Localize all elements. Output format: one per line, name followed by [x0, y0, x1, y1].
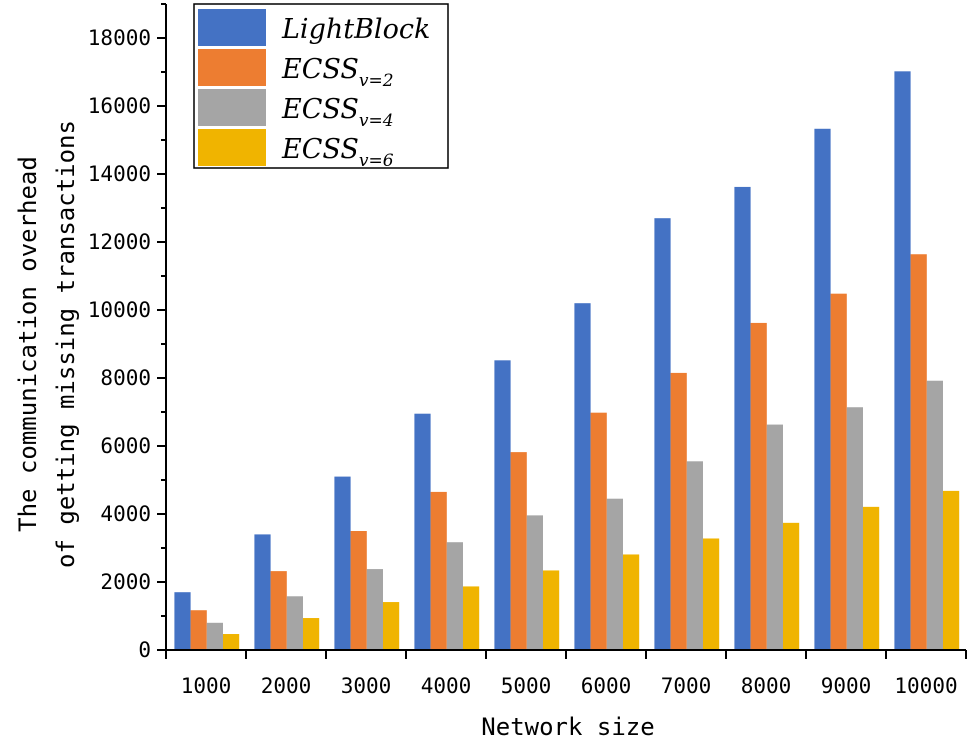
bar-lightblock-9000	[814, 128, 831, 650]
bar-lightblock-8000	[734, 186, 751, 651]
bar-lightblock-1000	[174, 592, 191, 650]
bar-ecss-v6-2000	[303, 618, 320, 650]
y-tick-label-6000: 6000	[100, 434, 151, 458]
x-tick-label-6000: 6000	[581, 674, 632, 698]
bar-ecss-v4-4000	[446, 542, 463, 650]
bar-ecss-v4-1000	[206, 622, 223, 650]
axes-group: 0 2000 4000 6000 8000 10000 12000 14000 16000 180…	[88, 3, 967, 698]
bar-ecss-v2-3000	[350, 531, 367, 650]
bar-ecss-v6-10000	[943, 490, 960, 650]
legend-swatch-2	[198, 49, 266, 86]
y-axis-title-line-1: The communication overhead	[14, 156, 42, 532]
bar-lightblock-6000	[574, 303, 591, 650]
bar-ecss-v6-4000	[463, 586, 480, 650]
bar-ecss-v2-6000	[590, 412, 607, 650]
legend-swatch-1	[198, 9, 266, 46]
bar-ecss-v6-3000	[383, 602, 400, 650]
bar-ecss-v2-1000	[190, 610, 207, 650]
legend-swatch-3	[198, 89, 266, 126]
bar-lightblock-3000	[334, 476, 351, 650]
x-tick-label-10000: 10000	[894, 674, 957, 698]
bar-ecss-v2-7000	[670, 372, 687, 650]
x-tick-label-4000: 4000	[421, 674, 472, 698]
bar-ecss-v4-6000	[606, 498, 623, 650]
bar-ecss-v6-1000	[223, 634, 240, 650]
bar-ecss-v6-5000	[543, 570, 560, 650]
x-tick-label-8000: 8000	[741, 674, 792, 698]
bar-ecss-v2-4000	[430, 491, 447, 650]
y-tick-label-12000: 12000	[88, 230, 151, 254]
y-tick-label-2000: 2000	[100, 570, 151, 594]
bar-lightblock-4000	[414, 413, 431, 650]
x-tick-label-2000: 2000	[261, 674, 312, 698]
legend-swatch-4	[198, 129, 266, 166]
bar-ecss-v4-10000	[926, 380, 943, 650]
y-tick-label-8000: 8000	[100, 366, 151, 390]
y-axis-title-line-2: of getting missing transactions	[52, 120, 80, 568]
bar-ecss-v2-10000	[910, 254, 927, 651]
x-tick-label-1000: 1000	[181, 674, 232, 698]
legend-label-3: ECSSv=4	[281, 94, 394, 131]
bar-ecss-v2-2000	[270, 571, 287, 650]
bar-ecss-v2-5000	[510, 452, 527, 650]
bar-lightblock-10000	[894, 71, 911, 650]
bar-ecss-v6-8000	[783, 522, 800, 650]
y-tick-label-18000: 18000	[88, 26, 151, 50]
bar-ecss-v2-9000	[830, 293, 847, 650]
bar-ecss-v4-9000	[846, 407, 863, 650]
bars-group	[174, 71, 960, 651]
x-tick-label-5000: 5000	[501, 674, 552, 698]
bar-ecss-v6-6000	[623, 554, 640, 650]
bar-ecss-v4-7000	[686, 461, 703, 650]
x-tick-label-7000: 7000	[661, 674, 712, 698]
bar-ecss-v4-8000	[766, 424, 783, 650]
bar-lightblock-7000	[654, 218, 671, 650]
y-axis-title: The communication overhead of getting mi…	[14, 120, 80, 568]
x-tick-label-9000: 9000	[821, 674, 872, 698]
legend-label-1: LightBlock	[281, 14, 430, 45]
y-tick-label-10000: 10000	[88, 298, 151, 322]
y-tick-label-16000: 16000	[88, 94, 151, 118]
legend-label-2: ECSSv=2	[281, 54, 394, 91]
bar-ecss-v4-5000	[526, 515, 543, 650]
bar-ecss-v2-8000	[750, 322, 767, 650]
x-axis-title: Network size	[481, 713, 654, 741]
bar-lightblock-2000	[254, 534, 271, 650]
bar-ecss-v4-3000	[366, 569, 383, 650]
y-tick-label-0: 0	[138, 638, 151, 662]
bar-lightblock-5000	[494, 360, 511, 650]
bar-ecss-v6-7000	[703, 538, 720, 650]
y-tick-label-4000: 4000	[100, 502, 151, 526]
bar-ecss-v4-2000	[286, 596, 303, 650]
y-tick-label-14000: 14000	[88, 162, 151, 186]
legend-label-4: ECSSv=6	[281, 134, 394, 171]
bar-ecss-v6-9000	[863, 506, 880, 650]
x-tick-label-3000: 3000	[341, 674, 392, 698]
